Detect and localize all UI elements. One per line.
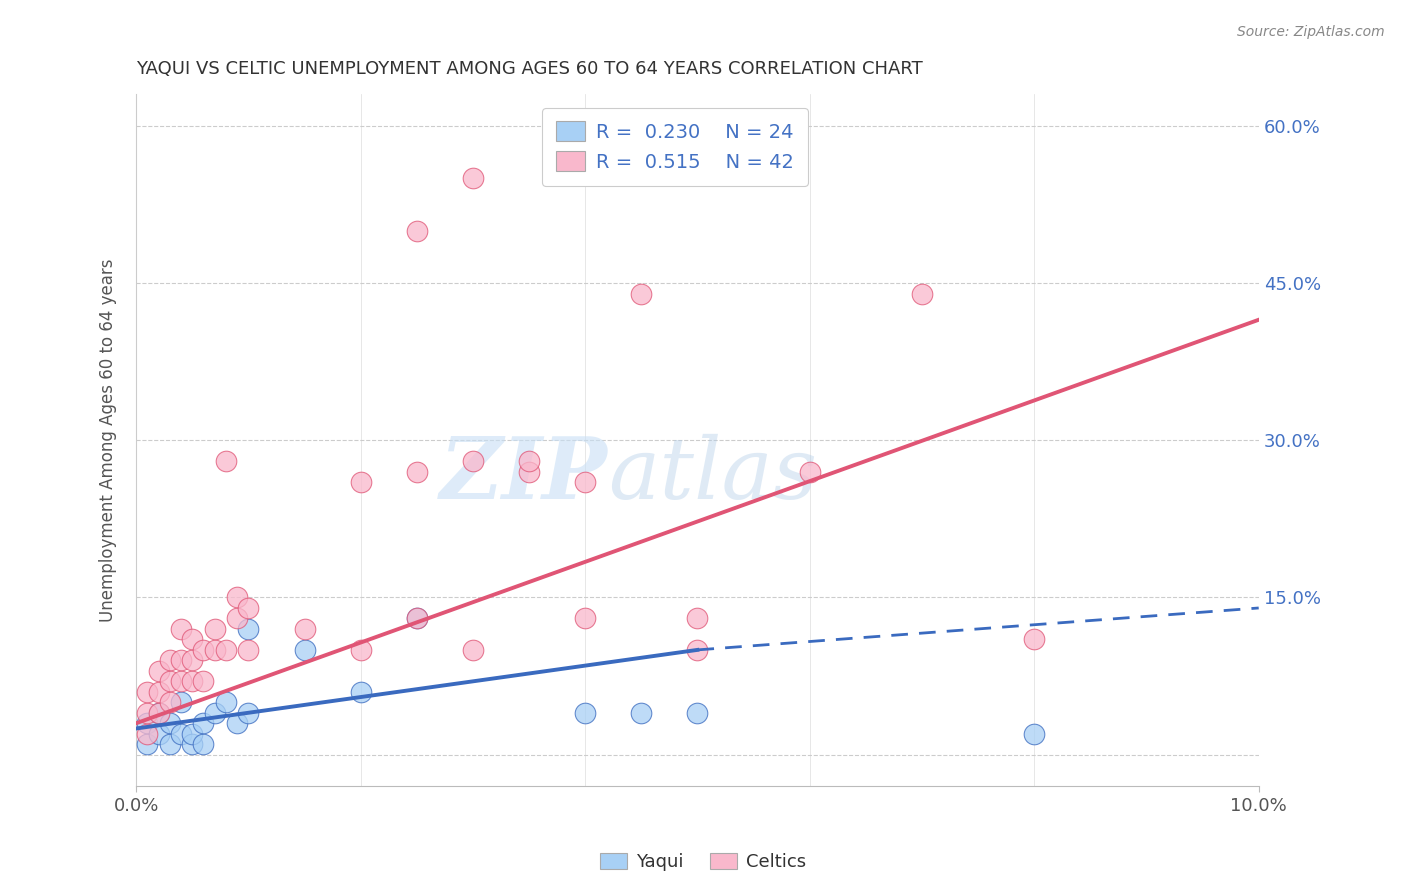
Point — [574, 475, 596, 490]
Point — [170, 695, 193, 709]
Point — [136, 716, 159, 731]
Point — [405, 224, 427, 238]
Point — [686, 706, 709, 720]
Point — [204, 643, 226, 657]
Point — [148, 727, 170, 741]
Point — [148, 664, 170, 678]
Point — [159, 716, 181, 731]
Point — [215, 695, 238, 709]
Text: atlas: atlas — [607, 434, 817, 516]
Point — [136, 727, 159, 741]
Point — [686, 611, 709, 625]
Legend: Yaqui, Celtics: Yaqui, Celtics — [592, 846, 814, 879]
Point — [461, 643, 484, 657]
Point — [136, 706, 159, 720]
Point — [148, 706, 170, 720]
Point — [170, 653, 193, 667]
Point — [181, 674, 204, 689]
Point — [238, 622, 260, 636]
Point — [630, 706, 652, 720]
Legend: R =  0.230    N = 24, R =  0.515    N = 42: R = 0.230 N = 24, R = 0.515 N = 42 — [541, 108, 808, 186]
Point — [349, 643, 371, 657]
Point — [215, 643, 238, 657]
Point — [226, 611, 249, 625]
Point — [226, 591, 249, 605]
Point — [461, 171, 484, 186]
Point — [170, 727, 193, 741]
Point — [181, 737, 204, 751]
Point — [238, 706, 260, 720]
Point — [574, 611, 596, 625]
Text: YAQUI VS CELTIC UNEMPLOYMENT AMONG AGES 60 TO 64 YEARS CORRELATION CHART: YAQUI VS CELTIC UNEMPLOYMENT AMONG AGES … — [136, 60, 922, 78]
Point — [148, 685, 170, 699]
Point — [170, 622, 193, 636]
Point — [181, 727, 204, 741]
Point — [226, 716, 249, 731]
Point — [574, 706, 596, 720]
Point — [181, 653, 204, 667]
Point — [181, 632, 204, 647]
Point — [193, 716, 215, 731]
Point — [159, 695, 181, 709]
Point — [148, 706, 170, 720]
Point — [349, 475, 371, 490]
Point — [405, 465, 427, 479]
Point — [136, 685, 159, 699]
Text: ZIP: ZIP — [440, 434, 607, 516]
Point — [461, 454, 484, 468]
Point — [294, 622, 316, 636]
Text: Source: ZipAtlas.com: Source: ZipAtlas.com — [1237, 25, 1385, 39]
Point — [799, 465, 821, 479]
Point — [215, 454, 238, 468]
Point — [136, 737, 159, 751]
Point — [349, 685, 371, 699]
Point — [204, 706, 226, 720]
Point — [193, 674, 215, 689]
Point — [159, 737, 181, 751]
Point — [170, 674, 193, 689]
Point — [630, 286, 652, 301]
Point — [193, 643, 215, 657]
Point — [1024, 727, 1046, 741]
Point — [911, 286, 934, 301]
Point — [204, 622, 226, 636]
Y-axis label: Unemployment Among Ages 60 to 64 years: Unemployment Among Ages 60 to 64 years — [100, 259, 117, 622]
Point — [405, 611, 427, 625]
Point — [159, 653, 181, 667]
Point — [294, 643, 316, 657]
Point — [238, 643, 260, 657]
Point — [517, 454, 540, 468]
Point — [238, 601, 260, 615]
Point — [517, 465, 540, 479]
Point — [1024, 632, 1046, 647]
Point — [159, 674, 181, 689]
Point — [193, 737, 215, 751]
Point — [405, 611, 427, 625]
Point — [686, 643, 709, 657]
